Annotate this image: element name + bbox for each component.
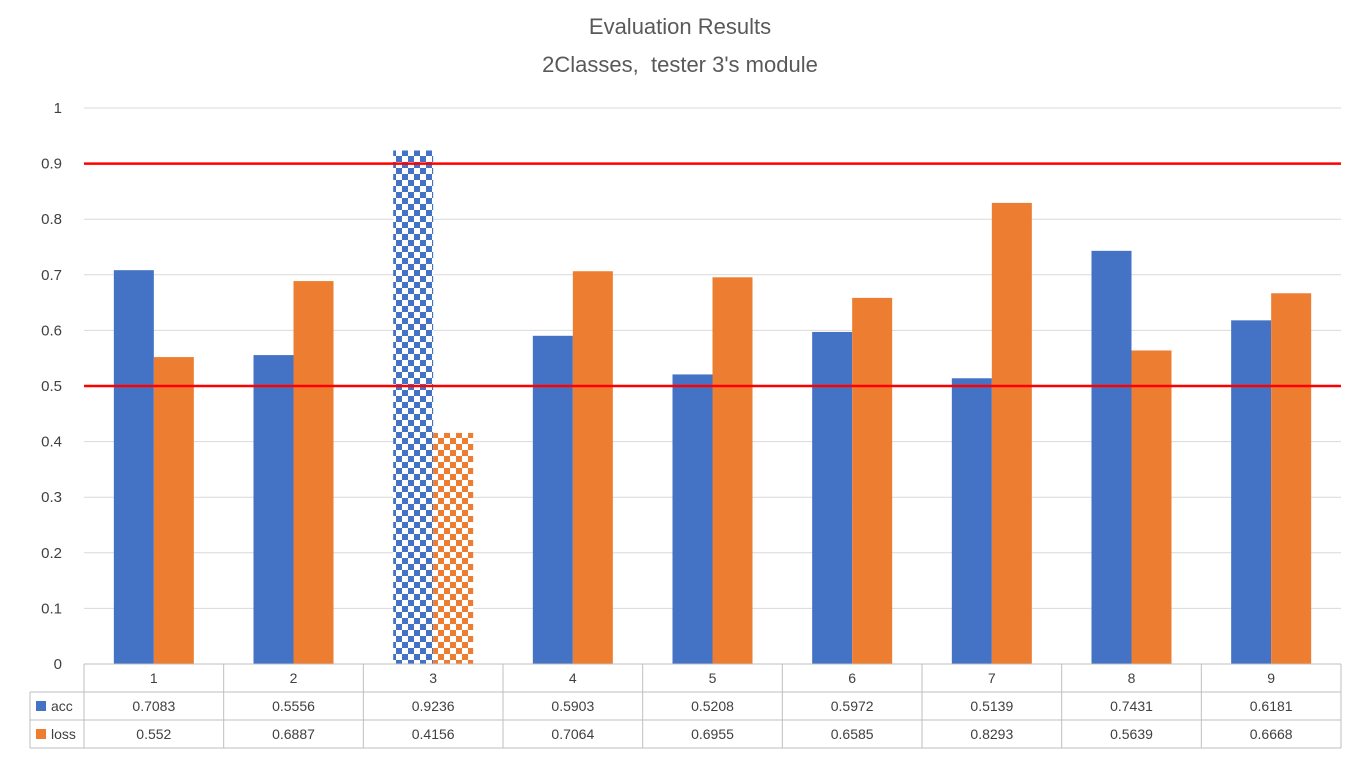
data-label-loss: 0.7064 (551, 726, 594, 742)
bar-loss-4 (572, 271, 613, 664)
data-label-acc: 0.7083 (132, 698, 175, 714)
bar-acc-1 (113, 270, 154, 664)
bar-acc-6 (812, 331, 853, 664)
data-label-acc: 0.9236 (412, 698, 455, 714)
data-label-acc: 0.5208 (691, 698, 734, 714)
data-label-loss: 0.5639 (1110, 726, 1153, 742)
bar-acc-2 (253, 355, 294, 664)
chart-subtitle: 2Classes, tester 3's module (542, 52, 818, 77)
data-label-acc: 0.5556 (272, 698, 315, 714)
data-label-acc: 0.5139 (970, 698, 1013, 714)
x-tick-label: 5 (709, 670, 717, 686)
data-label-acc: 0.5972 (831, 698, 874, 714)
y-tick-label: 0.3 (41, 489, 62, 506)
x-tick-label: 7 (988, 670, 996, 686)
y-tick-label: 0.5 (41, 378, 62, 395)
bar-loss-3 (433, 432, 474, 664)
y-tick-label: 0.1 (41, 600, 62, 617)
x-tick-label: 2 (290, 670, 298, 686)
x-tick-label: 8 (1128, 670, 1136, 686)
y-tick-label: 0.6 (41, 322, 62, 339)
bar-acc-3 (393, 150, 434, 664)
y-tick-label: 1 (54, 100, 62, 117)
legend-swatch-acc (36, 701, 46, 711)
bar-loss-2 (293, 281, 334, 664)
x-tick-label: 6 (848, 670, 856, 686)
bar-loss-1 (153, 357, 194, 664)
y-axis-ticks: 0 0.1 0.2 0.3 0.4 0.5 0.6 0.7 0.8 0.9 1 (41, 100, 62, 673)
bar-loss-8 (1131, 350, 1172, 664)
data-label-loss: 0.6955 (691, 726, 734, 742)
x-tick-label: 9 (1267, 670, 1275, 686)
y-tick-label: 0.2 (41, 545, 62, 562)
bar-acc-9 (1231, 320, 1272, 664)
y-tick-label: 0.4 (41, 434, 62, 451)
y-tick-label: 0.9 (41, 156, 62, 173)
data-label-loss: 0.552 (136, 726, 171, 742)
data-label-loss: 0.6887 (272, 726, 315, 742)
data-label-loss: 0.4156 (412, 726, 455, 742)
bar-loss-6 (852, 297, 893, 664)
data-label-loss: 0.6585 (831, 726, 874, 742)
y-tick-label: 0.7 (41, 267, 62, 284)
data-label-loss: 0.6668 (1250, 726, 1293, 742)
chart-title: Evaluation Results (589, 14, 771, 39)
bar-acc-8 (1091, 250, 1132, 664)
x-tick-label: 1 (150, 670, 158, 686)
data-label-loss: 0.8293 (970, 726, 1013, 742)
bars (113, 150, 1312, 665)
bar-loss-7 (991, 202, 1032, 665)
reference-lines (84, 162, 1341, 388)
data-label-acc: 0.7431 (1110, 698, 1153, 714)
y-tick-label: 0.8 (41, 211, 62, 228)
y-tick-label: 0 (54, 656, 62, 673)
bar-acc-7 (951, 378, 992, 664)
data-table: 1 2 3 4 5 6 7 8 9 acc 0.7083 0.5556 0.9236 0.5903 0.52… (29, 663, 1342, 749)
bar-acc-5 (672, 374, 713, 664)
bar-loss-9 (1271, 293, 1312, 664)
data-label-acc: 0.5903 (551, 698, 594, 714)
x-tick-label: 3 (429, 670, 437, 686)
bar-acc-4 (532, 335, 573, 664)
bar-loss-5 (712, 277, 753, 664)
data-label-acc: 0.6181 (1250, 698, 1293, 714)
legend-swatch-loss (36, 729, 46, 739)
x-tick-label: 4 (569, 670, 577, 686)
legend-label-loss: loss (51, 726, 76, 742)
legend-label-acc: acc (51, 698, 73, 714)
